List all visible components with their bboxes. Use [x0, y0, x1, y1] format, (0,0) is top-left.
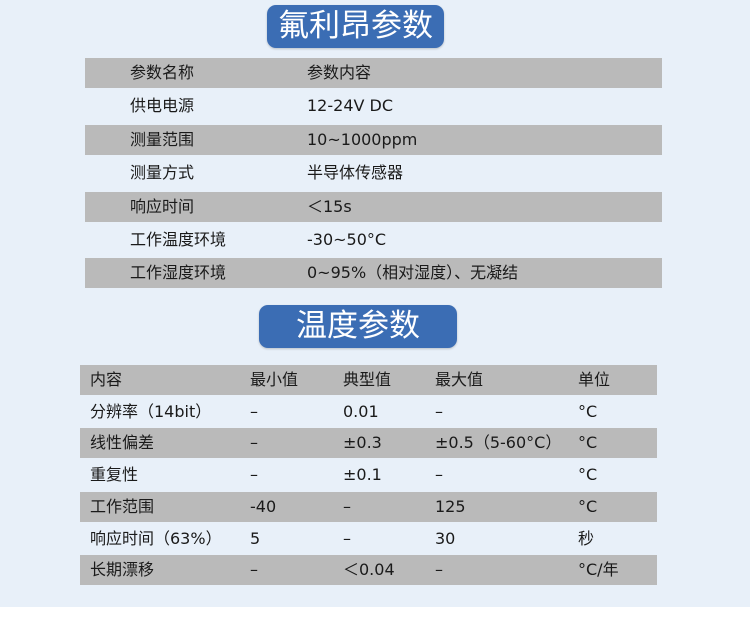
table-row: 测量范围 10~1000ppm	[85, 124, 662, 155]
column-header: 典型值	[343, 370, 392, 389]
table-cell: ±0.3	[343, 433, 382, 453]
table-cell: –	[250, 401, 258, 421]
table-cell: °C	[578, 433, 598, 453]
table-cell: 30	[435, 528, 456, 548]
table-cell: –	[343, 496, 351, 516]
table-cell: –	[343, 528, 351, 548]
table-cell: 响应时间（63%）	[90, 528, 222, 548]
table-cell: 12-24V DC	[307, 96, 394, 116]
table-row: 响应时间（63%） 5 – 30 秒	[80, 524, 657, 554]
table-cell: °C	[578, 496, 598, 516]
table-cell: 0.01	[343, 401, 379, 421]
table-cell: 半导体传感器	[307, 163, 404, 183]
table-row: 线性偏差 – ±0.3 ±0.5（5-60°C） °C	[80, 428, 657, 459]
table-cell: –	[250, 465, 258, 485]
table-cell: °C	[578, 465, 598, 485]
column-header: 参数名称	[130, 63, 195, 82]
table-cell: ±0.5（5-60°C）	[435, 433, 562, 453]
column-header: 参数内容	[307, 63, 372, 82]
table-cell: –	[435, 401, 443, 421]
table-row: 长期漂移 – ＜0.04 – °C/年	[80, 555, 657, 586]
table-cell: -40	[250, 496, 277, 516]
table-row: 重复性 – ±0.1 – °C	[80, 460, 657, 490]
table-cell: 5	[250, 528, 261, 548]
table-row: 工作温度环境 -30~50°C	[85, 225, 662, 255]
table-row: 供电电源 12-24V DC	[85, 91, 662, 121]
table-row: 响应时间 ＜15s	[85, 191, 662, 222]
table-cell: 工作温度环境	[130, 230, 227, 249]
column-header: 最大值	[435, 370, 484, 389]
table-cell: 响应时间	[130, 196, 195, 216]
freon-section-title: 氟利昂参数	[267, 5, 444, 48]
table-cell: ＜0.04	[343, 560, 395, 580]
table-cell: 0~95%（相对湿度）、无凝结	[307, 263, 519, 283]
table-header-row: 内容 最小值 典型值 最大值 单位	[80, 365, 657, 395]
table-cell: –	[250, 560, 258, 580]
table-cell: °C/年	[578, 560, 619, 580]
table-header-row: 参数名称 参数内容	[85, 58, 662, 88]
table-cell: 供电电源	[130, 96, 195, 116]
table-cell: 测量范围	[130, 129, 195, 149]
table-cell: 秒	[578, 528, 595, 548]
table-cell: 线性偏差	[90, 433, 155, 453]
table-cell: –	[435, 465, 443, 485]
table-row: 测量方式 半导体传感器	[85, 158, 662, 188]
table-row: 工作湿度环境 0~95%（相对湿度）、无凝结	[85, 258, 662, 289]
table-cell: ±0.1	[343, 465, 382, 485]
table-cell: °C	[578, 401, 598, 421]
column-header: 最小值	[250, 370, 299, 389]
table-cell: –	[250, 433, 258, 453]
table-cell: 125	[435, 496, 466, 516]
table-cell: ＜15s	[307, 196, 352, 216]
temperature-section-title: 温度参数	[259, 305, 457, 348]
table-cell: 测量方式	[130, 163, 195, 183]
table-cell: 工作湿度环境	[130, 263, 227, 283]
table-cell: –	[435, 560, 443, 580]
table-cell: 10~1000ppm	[307, 129, 418, 149]
column-header: 单位	[578, 370, 611, 389]
table-cell: 工作范围	[90, 496, 155, 516]
table-cell: -30~50°C	[307, 230, 387, 249]
table-row: 工作范围 -40 – 125 °C	[80, 491, 657, 522]
table-cell: 重复性	[90, 465, 139, 485]
table-row: 分辨率（14bit） – 0.01 – °C	[80, 397, 657, 427]
table-cell: 长期漂移	[90, 560, 155, 580]
column-header: 内容	[90, 370, 123, 389]
table-cell: 分辨率（14bit）	[90, 401, 212, 421]
